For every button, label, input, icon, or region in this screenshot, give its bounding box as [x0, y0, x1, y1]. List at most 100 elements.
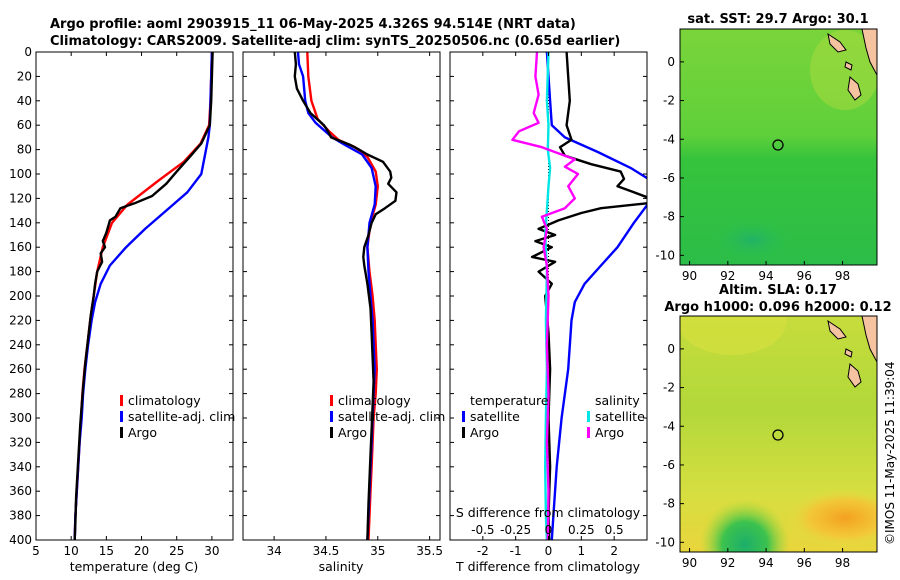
sst-map-frame — [679, 28, 878, 266]
legend-satellite-adj-label: satellite-adj. clim — [128, 409, 235, 424]
legend-temperature-title: temperature — [470, 393, 549, 408]
map-y-tick-label: -8 — [663, 210, 675, 224]
legend-argo-marker — [120, 427, 123, 438]
legend-t-argo-marker — [462, 427, 465, 438]
map-x-tick-label: 98 — [835, 556, 850, 570]
y-tick-label: 80 — [17, 143, 32, 157]
y-tick-label: 160 — [9, 240, 32, 254]
s-tick-label: 0.5 — [605, 523, 624, 537]
temperature-x-label: temperature (deg C) — [70, 559, 199, 574]
map-y-tick-label: -10 — [655, 248, 675, 262]
y-tick-label: 180 — [9, 265, 32, 279]
map-y-tick-label: -4 — [663, 132, 675, 146]
x-tick-label: -1 — [510, 544, 522, 558]
x-tick-label: 0 — [545, 544, 553, 558]
y-tick-label: 360 — [9, 484, 32, 498]
y-tick-label: 20 — [17, 69, 32, 83]
argo-position-marker — [772, 429, 784, 441]
y-tick-label: 260 — [9, 362, 32, 376]
sla-high-patch — [785, 488, 877, 548]
map-y-tick-label: -2 — [663, 94, 675, 108]
legend-argo-label: Argo — [338, 425, 367, 440]
map-y-tick-label: -6 — [663, 171, 675, 185]
series-line-3 — [293, 52, 398, 540]
temperature-legend: climatology satellite-adj. clim Argo — [120, 393, 235, 440]
map-x-tick-label: 90 — [682, 269, 697, 283]
island-land — [827, 319, 847, 340]
map-x-tick-label: 92 — [720, 269, 735, 283]
title-line-2: Climatology: CARS2009. Satellite-adj cli… — [50, 34, 620, 49]
y-tick-label: 380 — [9, 509, 32, 523]
map-x-tick-label: 96 — [797, 269, 812, 283]
y-tick-label: 280 — [9, 387, 32, 401]
y-tick-label: 0 — [24, 45, 32, 59]
y-tick-label: 140 — [9, 216, 32, 230]
x-tick-label: 5 — [32, 544, 40, 558]
temperature-panel: 5 10 15 20 25 30 0 20 40 60 80 100 120 140 160 180 200 2… — [9, 45, 235, 574]
y-tick-label: 40 — [17, 94, 32, 108]
y-tick-label: 340 — [9, 460, 32, 474]
mainland-land — [861, 316, 877, 363]
sla-map: Altim. SLA: 0.17 Argo h1000: 0.096 h2000… — [655, 283, 891, 570]
map-x-tick-label: 96 — [797, 556, 812, 570]
s-tick-label: -0.25 — [500, 523, 531, 537]
series-line-1 — [545, 52, 647, 180]
y-tick-label: 100 — [9, 167, 32, 181]
x-tick-label: 30 — [204, 544, 219, 558]
y-tick-label: 320 — [9, 435, 32, 449]
x-tick-label: 2 — [610, 544, 618, 558]
sla-green-patch — [700, 495, 790, 552]
x-tick-label: 1 — [578, 544, 586, 558]
x-tick-label: 15 — [99, 544, 114, 558]
x-tick-label: 34.5 — [313, 544, 340, 558]
x-tick-label: 34 — [266, 544, 281, 558]
salinity-x-label: salinity — [319, 559, 364, 574]
legend-climatology-marker — [120, 395, 123, 406]
t-difference-label: T difference from climatology — [455, 559, 641, 574]
island-land — [844, 348, 853, 358]
legend-climatology-marker — [330, 395, 333, 406]
legend-t-satellite-marker — [462, 411, 465, 422]
series-line-2 — [73, 52, 214, 540]
map-y-tick-label: -4 — [663, 419, 675, 433]
legend-t-satellite-label: satellite — [470, 409, 520, 424]
s-tick-label: 0.25 — [568, 523, 595, 537]
x-tick-label: 20 — [134, 544, 149, 558]
series-line-2 — [550, 203, 647, 540]
s-difference-label: S difference from climatology — [456, 505, 641, 520]
x-tick-label: 35 — [370, 544, 385, 558]
map-x-tick-label: 94 — [758, 556, 773, 570]
island-land — [827, 32, 847, 53]
y-tick-label: 60 — [17, 118, 32, 132]
argo-position-marker — [772, 139, 784, 151]
map-y-tick-label: -2 — [663, 381, 675, 395]
s-tick-label: -0.5 — [471, 523, 494, 537]
x-tick-label: -2 — [477, 544, 489, 558]
map-x-tick-label: 92 — [720, 556, 735, 570]
y-tick-label: 200 — [9, 289, 32, 303]
salinity-axes-frame — [242, 51, 441, 541]
y-tick-label: 300 — [9, 411, 32, 425]
legend-satellite-adj-label: satellite-adj. clim — [338, 409, 445, 424]
salinity-panel: 34 34.5 35 35.5 salinity climatology satell… — [242, 51, 445, 574]
legend-s-argo-marker — [587, 427, 590, 438]
map-x-tick-label: 90 — [682, 556, 697, 570]
map-x-tick-label: 94 — [758, 269, 773, 283]
series-line-5 — [511, 52, 580, 540]
difference-panel: -2 -1 0 1 2 S difference from climatology -0… — [449, 51, 648, 574]
legend-climatology-label: climatology — [338, 393, 411, 408]
sla-map-frame — [679, 315, 878, 553]
series-line-3 — [73, 52, 214, 540]
sst-map: sat. SST: 29.7 Argo: 30.1 90 92 94 96 98 0 -2… — [655, 12, 878, 283]
sla-map-title-2: Argo h1000: 0.096 h2000: 0.12 — [664, 300, 891, 315]
temperature-axes-frame — [35, 51, 234, 541]
s-tick-label: 0 — [545, 523, 553, 537]
legend-argo-marker — [330, 427, 333, 438]
sst-cool-patch — [710, 218, 794, 262]
legend-salinity-title: salinity — [595, 393, 640, 408]
sst-map-title: sat. SST: 29.7 Argo: 30.1 — [687, 12, 868, 27]
x-tick-label: 35.5 — [416, 544, 443, 558]
y-tick-label: 120 — [9, 191, 32, 205]
y-tick-label: 220 — [9, 313, 32, 327]
